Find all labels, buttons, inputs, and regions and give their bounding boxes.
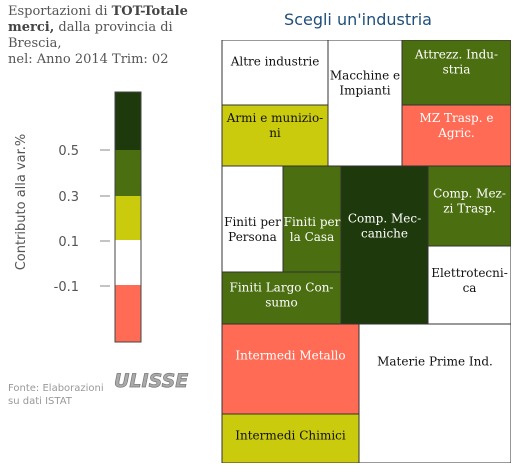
treemap-tile-label: Materie Prime Ind.	[377, 355, 493, 369]
color-scale-axis-label: Contributo alla var.%	[14, 133, 29, 271]
treemap-tile[interactable]: Intermedi Metallo	[221, 323, 360, 415]
treemap-tile-rect[interactable]	[221, 40, 329, 106]
treemap-tile-rect[interactable]	[340, 165, 429, 325]
legend-band	[115, 196, 141, 240]
treemap-tile[interactable]: Attrezz. Indu-stria	[401, 40, 511, 106]
source-line-1: Fonte: Elaborazioni	[8, 383, 104, 394]
heading-line-4: nel: Anno 2014 Trim: 02	[8, 52, 169, 67]
treemap-tile-label: Finiti Largo Con-sumo	[230, 280, 334, 309]
treemap-tile[interactable]: Finiti Largo Con-sumo	[221, 271, 342, 325]
treemap-tile-label: Comp. Mec-caniche	[348, 212, 421, 241]
treemap-tile[interactable]: Materie Prime Ind.	[358, 323, 511, 463]
legend-band	[115, 150, 141, 196]
treemap-tile-rect[interactable]	[427, 245, 511, 325]
treemap-tile-label: Attrezz. Indu-stria	[414, 48, 498, 77]
treemap-tile[interactable]: Finiti per la Casa	[282, 165, 342, 273]
legend-frame	[114, 91, 142, 343]
treemap-tile-rect[interactable]	[401, 40, 511, 106]
treemap-tile[interactable]: MZ Trasp. e Agric.	[401, 104, 511, 167]
heading-line-3: Brescia,	[8, 36, 62, 51]
heading-product-cont: merci,	[8, 20, 55, 35]
treemap-tile-rect[interactable]	[282, 165, 342, 273]
source-note: Fonte: Elaborazioni su dati ISTAT	[8, 382, 128, 408]
treemap-tile[interactable]: Comp. Mez-zi Trasp.	[427, 165, 511, 247]
treemap-tile-rect[interactable]	[221, 165, 284, 273]
svg-text:ULISSE: ULISSE	[114, 370, 188, 392]
treemap-tile-label: Comp. Mez-zi Trasp.	[433, 187, 506, 216]
treemap-tile-rect[interactable]	[358, 323, 511, 463]
treemap-tile-label: Armi e munizio-ni	[226, 111, 323, 140]
color-scale-legend: 0.5 0.3 0.1 -0.1	[54, 91, 142, 343]
heading-province-prefix: dalla provincia di	[54, 20, 173, 35]
treemap-tile-label: Macchine e Impianti	[330, 68, 400, 97]
treemap-tile[interactable]: Comp. Mec-caniche	[340, 165, 429, 325]
treemap-tile-label: Altre industrie	[230, 54, 320, 68]
heading-line-2: merci, dalla provincia di	[8, 20, 208, 36]
heading-line-1: Esportazioni di TOT-Totale	[8, 4, 208, 20]
treemap-tile[interactable]: Intermedi Chimici	[221, 413, 360, 463]
legend-tick-label: 0.1	[58, 235, 79, 250]
source-line-2: su dati ISTAT	[8, 396, 72, 407]
heading-product: TOT-Totale	[111, 4, 188, 19]
legend-band	[115, 92, 141, 150]
legend-tick-label: -0.1	[54, 280, 79, 295]
treemap-tile[interactable]: Macchine e Impianti	[327, 40, 403, 167]
heading-prefix: Esportazioni di	[8, 4, 112, 19]
treemap-tile-label: MZ Trasp. e Agric.	[420, 111, 494, 140]
treemap-tile-rect[interactable]	[401, 104, 511, 167]
treemap-tile-label: Finiti per la Casa	[284, 215, 341, 244]
industry-selector-title: Scegli un'industria	[284, 10, 432, 29]
treemap-tile-rect[interactable]	[221, 323, 360, 415]
treemap-tile-rect[interactable]	[221, 413, 360, 463]
treemap-tile[interactable]: Elettrotecni-ca	[427, 245, 511, 325]
treemap-tile[interactable]: Altre industrie	[221, 40, 329, 106]
treemap-tile-rect[interactable]	[427, 165, 511, 247]
legend-tick-label: 0.3	[58, 190, 79, 205]
treemap-tile-rect[interactable]	[221, 271, 342, 325]
treemap-tile-rect[interactable]	[327, 40, 403, 167]
treemap-tile[interactable]: Finiti per Persona	[221, 165, 284, 273]
legend-band	[115, 285, 141, 342]
ulisse-logo: ULISSE	[114, 370, 189, 393]
treemap-tile-label: Finiti per Persona	[224, 215, 281, 244]
treemap-tile[interactable]: Armi e munizio-ni	[221, 104, 329, 167]
industry-treemap: Altre industrie Macchine e Impianti Attrezz…	[221, 40, 511, 463]
legend-tick-label: 0.5	[58, 144, 79, 159]
treemap-tile-label: Elettrotecni-ca	[431, 266, 508, 295]
legend-band	[115, 240, 141, 285]
treemap-tile-label: Intermedi Chimici	[235, 429, 346, 443]
treemap-tile-rect[interactable]	[221, 104, 329, 167]
treemap-tile-label: Intermedi Metallo	[235, 349, 345, 363]
chart-heading: Esportazioni di TOT-Totale merci, dalla …	[8, 4, 208, 68]
